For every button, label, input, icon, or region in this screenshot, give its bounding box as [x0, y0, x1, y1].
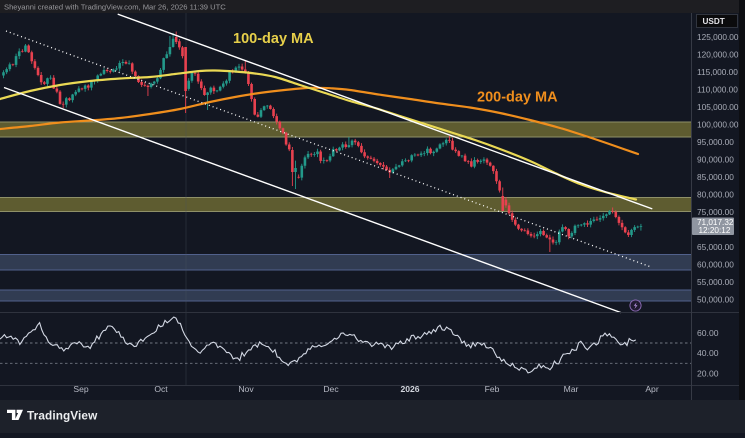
svg-text:55,000.00: 55,000.00 [697, 277, 734, 287]
svg-text:200-day MA: 200-day MA [477, 90, 558, 106]
svg-text:Sheyanni created with TradingV: Sheyanni created with TradingView.com, M… [4, 3, 226, 12]
svg-text:125,000.00: 125,000.00 [697, 32, 739, 42]
svg-text:Feb: Feb [485, 384, 500, 394]
svg-text:105,000.00: 105,000.00 [697, 102, 739, 112]
svg-text:65,000.00: 65,000.00 [697, 242, 734, 252]
svg-text:Apr: Apr [645, 384, 659, 394]
svg-text:20.00: 20.00 [697, 369, 719, 379]
svg-text:75,000.00: 75,000.00 [697, 207, 734, 217]
svg-text:TradingView: TradingView [27, 409, 98, 423]
svg-text:Sep: Sep [73, 384, 89, 394]
svg-text:Oct: Oct [154, 384, 168, 394]
svg-text:115,000.00: 115,000.00 [697, 67, 738, 77]
svg-text:Dec: Dec [323, 384, 339, 394]
svg-text:95,000.00: 95,000.00 [697, 137, 734, 147]
svg-text:60,000.00: 60,000.00 [697, 260, 734, 270]
svg-text:85,000.00: 85,000.00 [697, 172, 734, 182]
svg-text:80,000.00: 80,000.00 [697, 190, 734, 200]
svg-text:60.00: 60.00 [697, 328, 719, 338]
svg-text:Mar: Mar [564, 384, 579, 394]
svg-text:2026: 2026 [400, 384, 419, 394]
svg-text:120,000.00: 120,000.00 [697, 50, 739, 60]
svg-text:12:20:12: 12:20:12 [699, 226, 731, 235]
svg-text:100,000.00: 100,000.00 [697, 120, 739, 130]
svg-text:71,017.32: 71,017.32 [697, 218, 734, 227]
svg-text:50,000.00: 50,000.00 [697, 295, 734, 305]
svg-text:100-day MA: 100-day MA [233, 31, 314, 47]
svg-text:110,000.00: 110,000.00 [697, 85, 738, 95]
svg-text:40.00: 40.00 [697, 348, 719, 358]
svg-text:USDT: USDT [703, 17, 725, 26]
svg-text:Nov: Nov [238, 384, 254, 394]
svg-text:90,000.00: 90,000.00 [697, 155, 734, 165]
